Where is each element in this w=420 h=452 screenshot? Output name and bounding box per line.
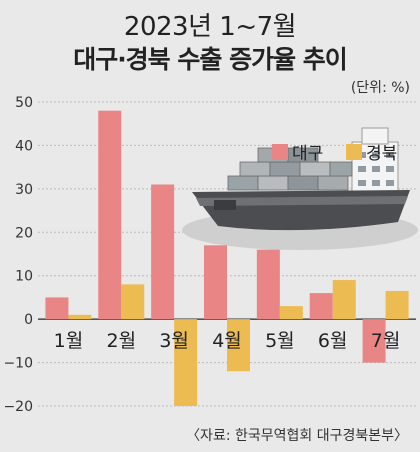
legend-label: 경북 [366,144,397,164]
x-tick-label: 2월 [106,330,136,352]
chart-title-line1: 2023년 1~7월 [123,12,297,42]
bar-daegu-5 [256,249,280,320]
bar-gyeongbuk-1 [68,314,92,320]
bars-group [45,110,409,406]
y-tick-label: 50 [15,95,33,111]
bar-daegu-7 [362,319,386,363]
legend-label: 대구 [292,144,323,164]
unit-label: (단위: %) [350,80,410,96]
bar-gyeongbuk-6 [332,280,356,320]
x-tick-label: 5월 [265,330,295,352]
x-tick-label: 3월 [159,330,189,352]
bar-daegu-4 [204,245,227,320]
source-note: 〈자료: 한국무역협회 대구경북본부〉 [186,428,408,444]
bar-gyeongbuk-5 [279,306,303,320]
bar-gyeongbuk-3 [174,319,198,406]
x-tick-label: 6월 [318,330,348,352]
cargo-ship-illustration [182,127,418,250]
y-tick-label: −20 [3,399,33,415]
x-tick-label: 4월 [212,330,242,352]
bar-daegu-6 [309,293,333,320]
y-tick-label: 40 [15,138,33,154]
bar-daegu-3 [151,184,175,320]
bar-daegu-1 [45,297,69,320]
bar-gyeongbuk-7 [385,290,409,320]
y-tick-label: 20 [15,225,33,241]
y-tick-label: 10 [15,269,33,285]
x-tick-labels: 1월 2월 3월 4월 5월 6월 7월 [54,330,401,352]
y-tick-label: 0 [24,312,33,328]
legend-swatch [272,144,288,160]
y-tick-labels: −20 −10 0 10 20 30 40 50 [3,95,33,415]
x-tick-label: 1월 [54,330,84,352]
bar-gyeongbuk-2 [121,284,145,320]
bar-gyeongbuk-4 [227,319,250,372]
y-tick-label: −10 [3,356,33,372]
chart-title-line2: 대구·경북 수출 증가율 추이 [73,45,348,74]
y-tick-label: 30 [15,182,33,198]
legend: 대구 경북 [272,144,397,164]
bar-daegu-2 [98,110,122,320]
x-tick-label: 7월 [371,330,401,352]
legend-swatch [346,144,362,160]
